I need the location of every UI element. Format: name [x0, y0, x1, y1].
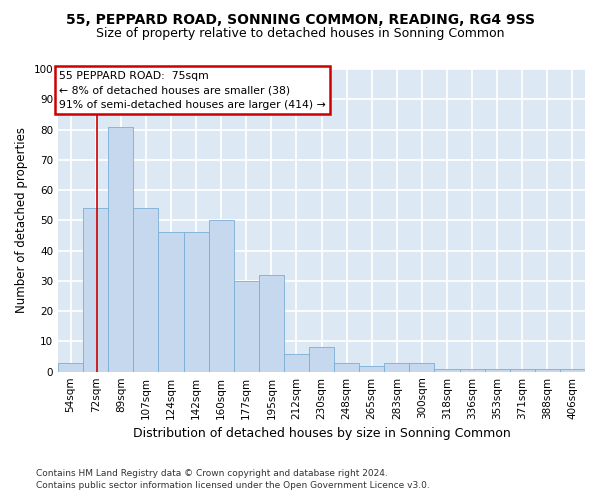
Bar — [284, 354, 309, 372]
Bar — [359, 366, 384, 372]
Bar — [334, 362, 359, 372]
Bar — [409, 362, 434, 372]
Bar — [83, 208, 108, 372]
Bar — [460, 368, 485, 372]
Bar — [108, 126, 133, 372]
Bar — [384, 362, 409, 372]
Bar — [259, 275, 284, 372]
Bar — [560, 368, 585, 372]
Text: 55, PEPPARD ROAD, SONNING COMMON, READING, RG4 9SS: 55, PEPPARD ROAD, SONNING COMMON, READIN… — [65, 12, 535, 26]
Text: Contains public sector information licensed under the Open Government Licence v3: Contains public sector information licen… — [36, 481, 430, 490]
Y-axis label: Number of detached properties: Number of detached properties — [15, 128, 28, 314]
Bar — [309, 348, 334, 372]
Bar — [158, 232, 184, 372]
Text: Size of property relative to detached houses in Sonning Common: Size of property relative to detached ho… — [96, 28, 504, 40]
Text: 55 PEPPARD ROAD:  75sqm
← 8% of detached houses are smaller (38)
91% of semi-det: 55 PEPPARD ROAD: 75sqm ← 8% of detached … — [59, 70, 326, 110]
Bar — [133, 208, 158, 372]
Bar — [510, 368, 535, 372]
Bar — [58, 362, 83, 372]
Bar — [233, 281, 259, 372]
Bar — [535, 368, 560, 372]
Bar — [434, 368, 460, 372]
X-axis label: Distribution of detached houses by size in Sonning Common: Distribution of detached houses by size … — [133, 427, 511, 440]
Text: Contains HM Land Registry data © Crown copyright and database right 2024.: Contains HM Land Registry data © Crown c… — [36, 468, 388, 477]
Bar — [184, 232, 209, 372]
Bar — [209, 220, 233, 372]
Bar — [485, 368, 510, 372]
